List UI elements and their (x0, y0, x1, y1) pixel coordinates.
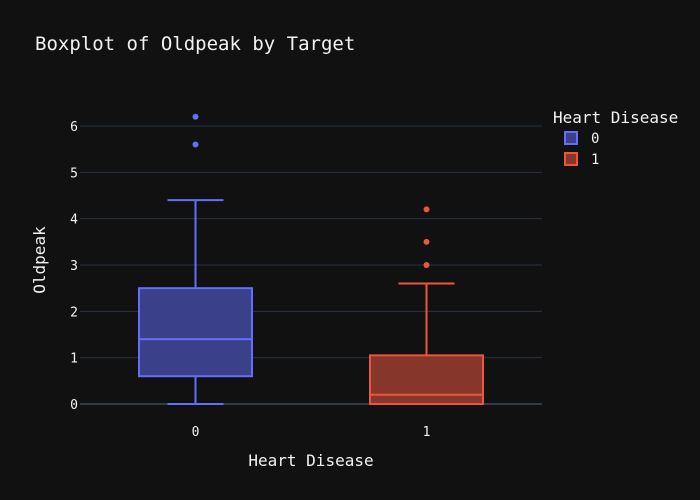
chart-title: Boxplot of Oldpeak by Target (35, 33, 355, 55)
legend-item-1[interactable]: 1 (564, 152, 599, 168)
box-series-1[interactable] (369, 206, 484, 405)
y-tick-label: 5 (70, 166, 78, 181)
legend-swatch (564, 131, 578, 145)
x-tick-label: 1 (423, 425, 431, 440)
y-axis-ticks: 0 1 2 3 4 5 6 (70, 120, 78, 413)
box-iqr[interactable] (369, 354, 484, 405)
y-tick-label: 2 (70, 305, 78, 320)
legend-item-0[interactable]: 0 (564, 131, 599, 147)
box-iqr[interactable] (138, 287, 253, 378)
x-tick-label: 0 (192, 425, 200, 440)
outlier-point[interactable] (423, 206, 430, 213)
outlier-point[interactable] (423, 238, 430, 245)
y-tick-label: 6 (70, 120, 78, 135)
y-tick-label: 1 (70, 352, 78, 367)
box-series-0[interactable] (138, 113, 253, 405)
y-tick-label: 4 (70, 213, 78, 228)
x-axis-title: Heart Disease (248, 451, 373, 470)
legend-label: 0 (591, 131, 599, 147)
y-tick-label: 3 (70, 259, 78, 274)
plot-area (138, 113, 484, 405)
legend-title: Heart Disease (553, 108, 678, 127)
outlier-point[interactable] (192, 141, 199, 148)
outlier-point[interactable] (423, 262, 430, 269)
y-tick-label: 0 (70, 398, 78, 413)
legend[interactable]: Heart Disease 0 1 (553, 108, 678, 168)
y-axis-title: Oldpeak (30, 226, 49, 294)
legend-label: 1 (591, 152, 599, 168)
legend-swatch (564, 152, 578, 166)
outlier-point[interactable] (192, 113, 199, 120)
